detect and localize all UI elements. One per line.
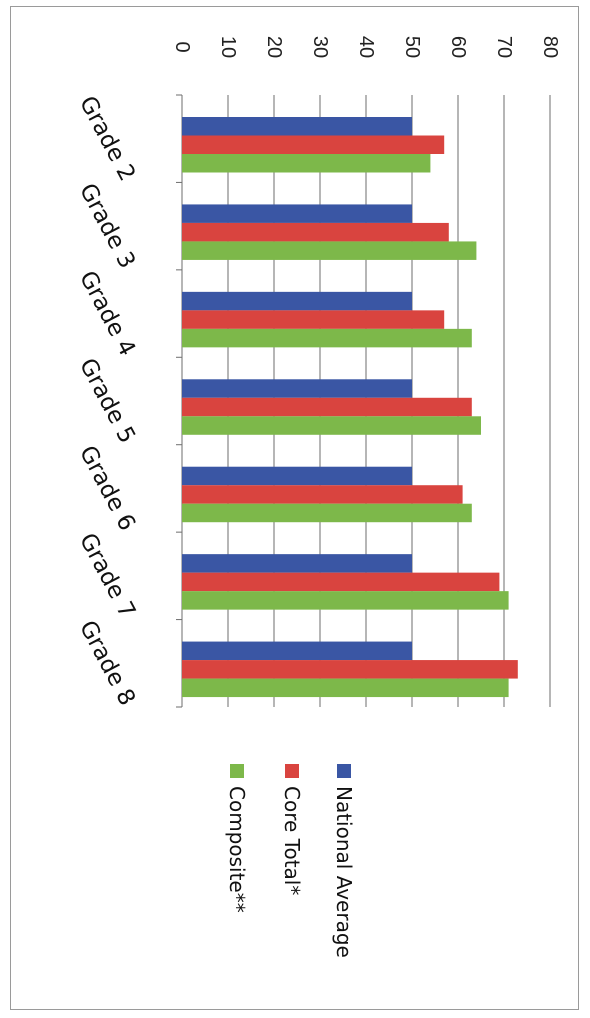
bar <box>182 379 412 398</box>
bar <box>182 222 449 242</box>
tick-label: 20 <box>263 36 285 58</box>
tick-label: 70 <box>493 36 515 58</box>
tick-label: 30 <box>309 36 331 58</box>
tick-label: 60 <box>447 36 469 58</box>
tick-label: 80 <box>539 36 561 58</box>
category-label: Grade 4 <box>74 267 140 361</box>
bar <box>182 485 463 504</box>
tick-label: 40 <box>355 36 377 58</box>
bar <box>182 291 412 311</box>
legend-label: Composite** <box>225 786 249 913</box>
legend-swatch <box>230 764 244 778</box>
chart-frame: 0 10 20 30 40 50 60 70 80 Grade 2 Grade 3 Grade 4 Gr… <box>10 6 579 1010</box>
category-label: Grade 7 <box>74 529 140 623</box>
bar <box>182 466 412 486</box>
bar <box>182 554 412 573</box>
tick-label: 50 <box>401 36 423 58</box>
bar <box>182 641 412 661</box>
category-label: Grade 6 <box>74 442 140 536</box>
tick-label: 0 <box>171 41 193 52</box>
bar <box>182 397 472 417</box>
tick-label: 10 <box>217 36 239 58</box>
bar <box>182 241 477 260</box>
bar <box>182 416 481 435</box>
bar <box>182 204 412 223</box>
bar <box>182 328 472 348</box>
legend-label: Core Total* <box>280 786 304 895</box>
bar <box>182 678 509 698</box>
bar <box>182 154 431 173</box>
bar <box>182 310 445 329</box>
category-label: Grade 8 <box>74 617 140 711</box>
bar <box>182 117 412 136</box>
category-label: Grade 5 <box>74 354 140 448</box>
bar <box>182 572 500 592</box>
legend-swatch <box>337 764 351 778</box>
category-label: Grade 2 <box>74 92 140 186</box>
category-label: Grade 3 <box>74 179 140 273</box>
bar <box>182 591 509 610</box>
bar <box>182 660 518 679</box>
legend-label: National Average <box>332 786 356 958</box>
bar <box>182 135 445 154</box>
legend-swatch <box>285 764 299 778</box>
bar <box>182 503 472 523</box>
